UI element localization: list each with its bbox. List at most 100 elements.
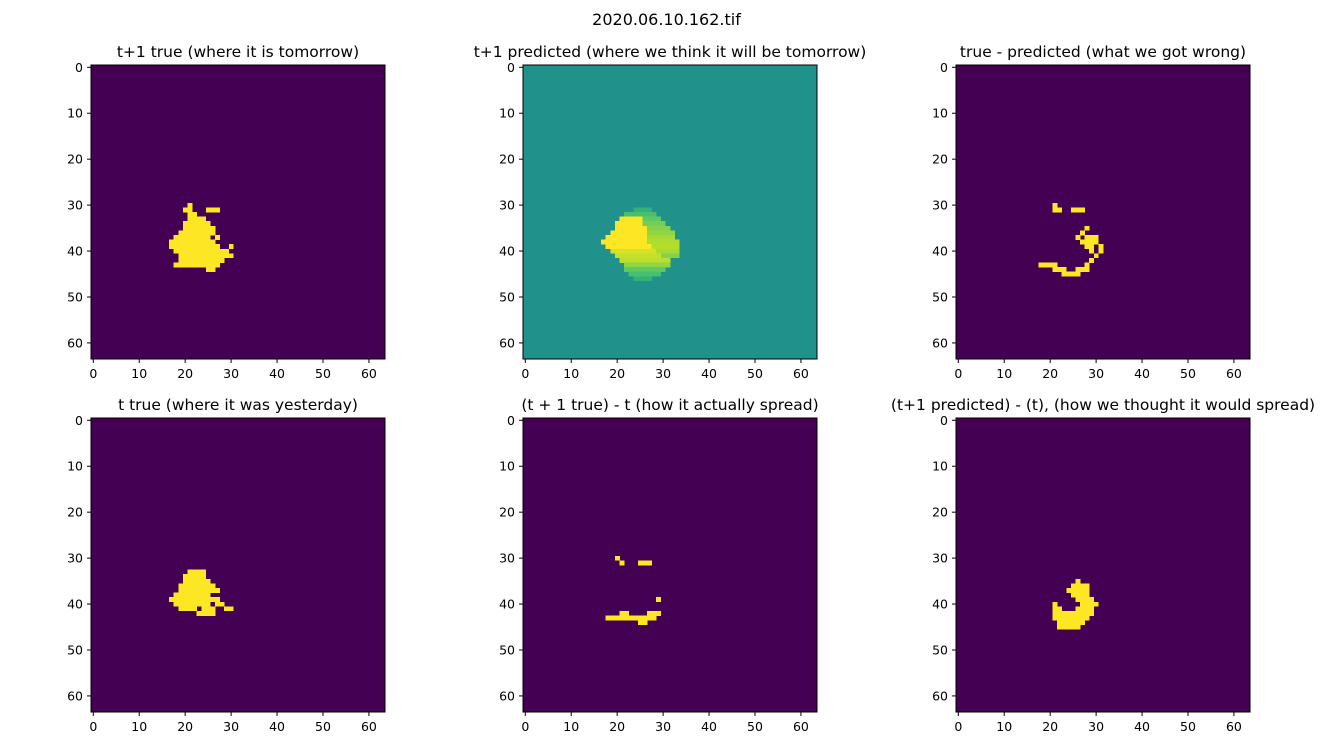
panel: t+1 predicted (where we think it will be… [474,43,867,381]
y-tick-label: 60 [67,335,83,350]
heatmap-cell-run [656,597,662,603]
y-tick-label: 0 [507,413,515,428]
heatmap-cell-run [196,610,216,616]
heatmap-cell-run [1070,583,1090,589]
y-tick-label: 10 [932,459,948,474]
heatmap-cell-run [173,234,211,240]
heatmap-cell-run [614,225,648,231]
x-tick-label: 60 [361,719,377,734]
heatmap-cell-run [1075,597,1095,603]
heatmap-cell-run [1075,606,1095,612]
x-tick-label: 20 [1042,719,1058,734]
heatmap-background [956,65,1250,359]
y-tick-label: 10 [67,459,83,474]
x-tick-label: 10 [996,366,1012,381]
heatmap-cell-run [1098,244,1104,250]
x-tick-label: 0 [521,719,529,734]
heatmap-cell-run [619,257,671,263]
heatmap-cell-run [215,601,225,607]
panel-title: true - predicted (what we got wrong) [960,43,1246,61]
heatmap-cell-run [215,234,220,240]
heatmap-cell-run [614,555,620,561]
heatmap-cell-run [660,253,680,259]
heatmap-cell-run [1080,601,1099,607]
x-tick-label: 40 [269,719,285,734]
heatmap-cell-run [182,225,216,231]
heatmap-background [91,65,385,359]
panel: (t+1 predicted) - (t), (how we thought i… [891,396,1315,734]
heatmap-cell-run [1052,267,1067,273]
axes-frame [90,64,386,360]
heatmap-cell-run [1080,230,1085,236]
y-tick-label: 50 [932,642,948,657]
panel-title: t true (where it was yesterday) [118,396,358,414]
x-tick-label: 0 [954,366,962,381]
heatmap-cell-run [1052,615,1090,621]
x-tick-label: 10 [131,719,147,734]
panel-title: t+1 predicted (where we think it will be… [474,43,867,61]
heatmap-cell-run [1066,587,1090,593]
y-tick-label: 0 [507,60,515,75]
heatmap-cell-run [1080,239,1099,245]
heatmap-cell-run [1093,253,1099,259]
axes-frame [955,64,1251,360]
x-tick-label: 60 [793,366,809,381]
heatmap-cell-run [605,234,648,240]
y-tick-label: 50 [499,642,515,657]
x-tick-label: 0 [89,366,97,381]
heatmap-cell-run [1075,234,1081,240]
x-tick-label: 60 [361,366,377,381]
heatmap-cell-run [647,234,675,240]
heatmap-cell-run [1061,271,1081,277]
y-tick-label: 60 [499,335,515,350]
x-tick-label: 60 [793,719,809,734]
heatmap-cell-run [178,583,216,589]
heatmap-cell-run [614,253,662,259]
heatmap-cell-run [642,216,662,222]
x-tick-label: 20 [609,366,625,381]
heatmap-cell-run [1052,610,1095,616]
heatmap-cell-run [187,202,193,208]
heatmap-cell-run [605,615,657,621]
y-tick-label: 30 [67,198,83,213]
y-tick-label: 40 [499,597,515,612]
x-tick-label: 50 [1180,366,1196,381]
y-tick-label: 10 [67,106,83,121]
y-tick-label: 20 [67,505,83,520]
x-tick-label: 0 [521,366,529,381]
heatmap-cell-run [228,244,234,250]
heatmap-cell-run [633,207,652,213]
y-tick-label: 0 [940,413,948,428]
y-tick-label: 40 [932,597,948,612]
y-tick-label: 0 [75,60,83,75]
y-tick-label: 60 [499,688,515,703]
x-tick-label: 30 [655,366,671,381]
heatmap-cell-run [624,267,666,273]
heatmap-cell-run [624,212,657,217]
heatmap-cell-run [1075,578,1081,584]
heatmap-cell-run [633,276,652,282]
heatmap-cell-run [637,620,648,626]
x-tick-label: 60 [1226,366,1242,381]
heatmap-cell-run [1070,592,1090,598]
heatmap-cell-run [1084,225,1090,231]
heatmap-cell-run [1052,202,1058,208]
x-tick-label: 60 [1226,719,1242,734]
x-tick-label: 0 [89,719,97,734]
x-tick-label: 20 [177,366,193,381]
heatmap-cell-run [178,587,220,593]
heatmap-background [956,418,1250,712]
y-tick-label: 50 [499,289,515,304]
axes-frame [522,417,818,713]
heatmap-cell-run [187,216,207,222]
heatmap-cell-run [178,230,216,236]
heatmap-cell-run [173,592,211,598]
y-tick-label: 40 [499,244,515,259]
y-tick-label: 20 [499,505,515,520]
y-tick-label: 60 [67,688,83,703]
heatmap-cell-run [610,230,648,236]
heatmap-cell-run [173,262,220,268]
heatmap-cell-run [169,244,220,250]
y-tick-label: 60 [932,335,948,350]
